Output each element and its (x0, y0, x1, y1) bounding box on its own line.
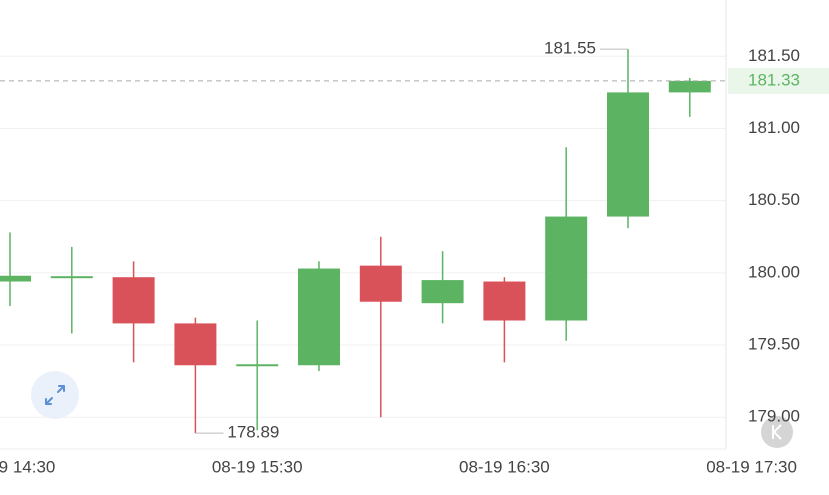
low-marker-label: 178.89 (227, 423, 279, 442)
candle (174, 317, 217, 434)
y-tick-label: 180.50 (748, 190, 800, 209)
x-tick-label: 08-19 16:30 (459, 457, 550, 476)
candle (0, 232, 31, 307)
k-button-bg[interactable] (761, 416, 793, 448)
x-tick-label: 08-19 14:30 (0, 457, 55, 476)
candle (112, 261, 155, 363)
candle-body (607, 92, 649, 217)
candle-body (174, 323, 217, 366)
expand-button-bg[interactable] (31, 371, 79, 419)
candle-body (545, 216, 588, 321)
y-tick-label: 180.00 (748, 262, 800, 281)
candle-body (359, 265, 402, 302)
x-tick-label: 08-19 17:30 (706, 457, 797, 476)
expand-icon (45, 385, 65, 405)
expand-button[interactable] (31, 371, 79, 419)
candle (236, 320, 279, 431)
y-tick-label: 181.00 (748, 118, 800, 137)
candle-body (0, 275, 31, 282)
candle-body (668, 80, 711, 93)
k-button[interactable] (761, 416, 793, 448)
candle-body (112, 277, 155, 324)
candle (545, 147, 588, 341)
candle-body (483, 281, 526, 321)
candle (359, 236, 402, 418)
candle (298, 261, 340, 372)
candle (421, 251, 464, 324)
candle-body (236, 364, 279, 367)
candle (668, 77, 711, 117)
candle (483, 277, 526, 363)
candle-body (421, 280, 464, 304)
candle-body (50, 276, 93, 279)
candle-body (298, 268, 340, 366)
candle (607, 49, 649, 229)
x-tick-label: 08-19 15:30 (212, 457, 303, 476)
candle (50, 246, 93, 334)
last-price-box (728, 67, 829, 94)
last-price-label: 181.33 (748, 70, 800, 89)
k-icon (772, 424, 782, 440)
y-tick-label: 179.00 (748, 407, 800, 426)
high-marker-label: 181.55 (544, 39, 596, 58)
y-tick-label: 179.50 (748, 335, 800, 354)
y-tick-label: 181.50 (748, 46, 800, 65)
